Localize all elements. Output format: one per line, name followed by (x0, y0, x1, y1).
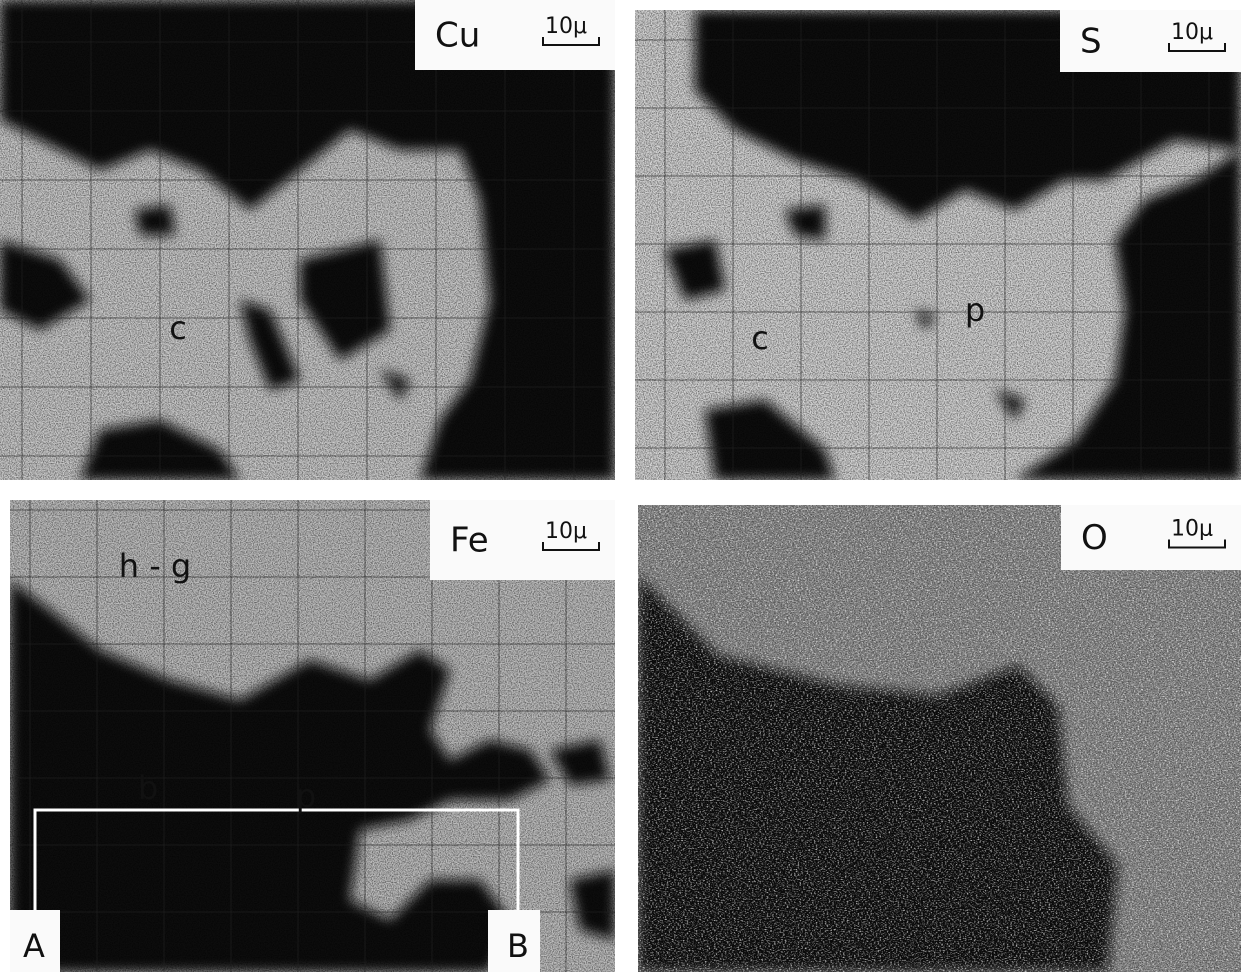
phase-label: c (751, 319, 769, 357)
phase-label: c (169, 309, 187, 347)
element-label: S (1080, 22, 1102, 62)
phase-label: b (138, 769, 158, 807)
phase-label: p (965, 291, 985, 329)
phase-label: h - g (119, 547, 191, 585)
phase-label: A (23, 927, 45, 965)
speckle (635, 10, 1241, 480)
element-label: Cu (435, 16, 480, 56)
panel: S 10μ c p (635, 10, 1241, 480)
panel: Fe 10μ h - g b p A B (10, 500, 615, 972)
panel: O 10μ (638, 505, 1241, 972)
scale-label: 10μ (1171, 517, 1213, 542)
phase-label: p (296, 777, 316, 815)
phase-label: B (507, 927, 529, 965)
speckle-light (638, 505, 1241, 972)
panel: Cu 10μ c (0, 0, 615, 480)
scale-label: 10μ (1171, 20, 1213, 45)
scale-label: 10μ (545, 519, 587, 544)
figure: Cu 10μ c S 10μ c p Fe 10μ h - g b p A B O 10μ (0, 0, 1241, 972)
scale-label: 10μ (545, 14, 587, 39)
speckle (0, 0, 615, 480)
element-label: Fe (450, 521, 489, 561)
element-label: O (1081, 518, 1108, 558)
